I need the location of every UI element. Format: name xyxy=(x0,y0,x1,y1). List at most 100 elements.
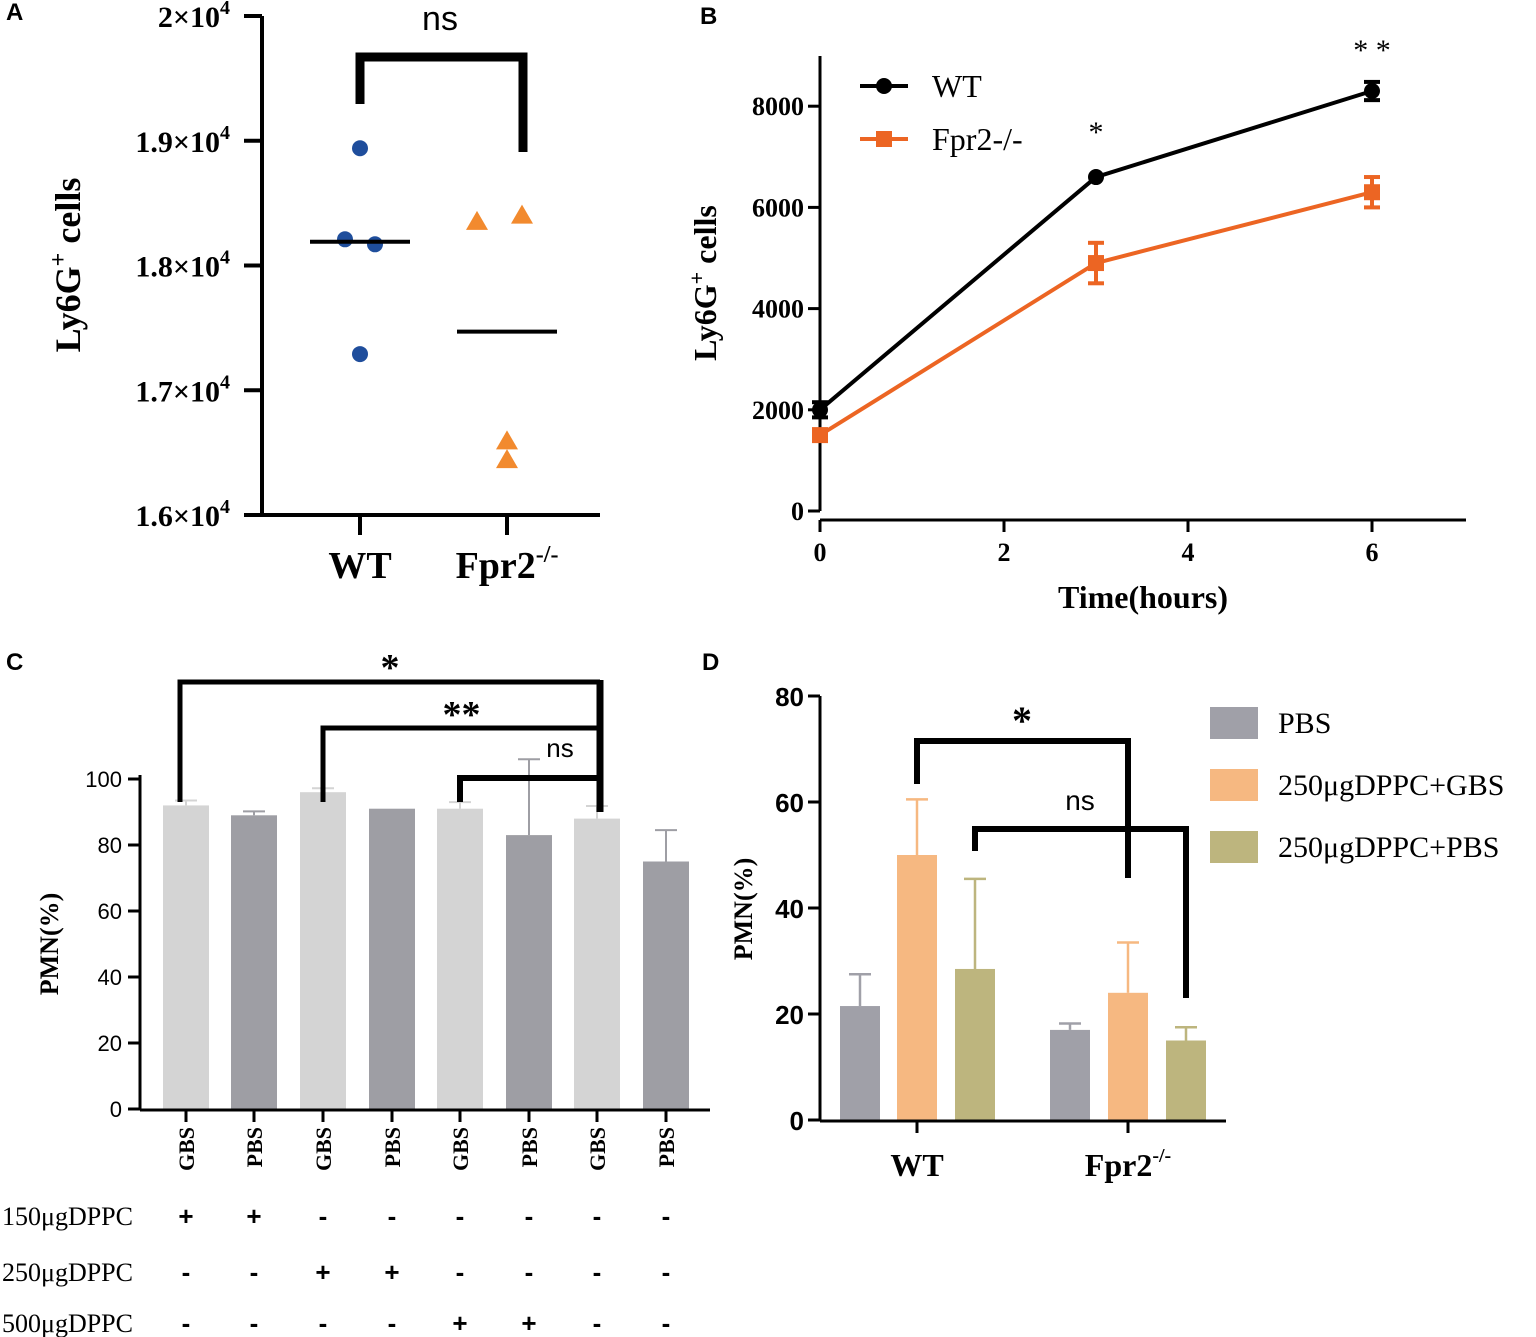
panel-c-xtick-label: PBS xyxy=(242,1127,267,1167)
panel-c-condition-mark: + xyxy=(246,1201,261,1231)
panel-b-point-wt xyxy=(1364,83,1380,100)
panel-a-point-wt xyxy=(367,236,383,253)
panel-b-legend-marker xyxy=(876,78,892,94)
panel-b-legend-marker xyxy=(876,131,892,147)
panel-c-condition-mark: - xyxy=(388,1308,397,1337)
panel-c-bar xyxy=(506,835,552,1109)
panel-c-ytick-label: 100 xyxy=(85,767,122,792)
panel-b-xlabel: Time(hours) xyxy=(1058,579,1228,615)
panel-d-ytick-label: 20 xyxy=(775,1000,804,1030)
panel-b-sig-label: * xyxy=(1089,116,1104,149)
panel-b-legend-label: Fpr2-/- xyxy=(932,121,1023,157)
panel-a-ylabel: Ly6G+ cells xyxy=(46,178,88,353)
panel-b-ytick-label: 4000 xyxy=(752,295,804,324)
panel-a-sig-bracket xyxy=(355,52,528,152)
panel-d-sig-bracket xyxy=(914,738,1131,878)
panel-c-ytick-label: 0 xyxy=(110,1097,122,1122)
panel-c-sig-label: * xyxy=(381,647,400,689)
panel-b-xtick-label: 2 xyxy=(998,538,1011,567)
panel-c-condition-mark: - xyxy=(662,1308,671,1337)
panel-letter-b: B xyxy=(700,3,717,30)
panel-c-condition-mark: - xyxy=(250,1257,259,1287)
panel-c-condition-label: 150μgDPPC xyxy=(2,1202,133,1231)
panel-d-legend-swatch xyxy=(1210,831,1258,863)
panel-a-point-fpr2 xyxy=(466,210,488,230)
panel-c-condition-mark: - xyxy=(182,1257,191,1287)
panel-c-condition-label: 250μgDPPC xyxy=(2,1258,133,1287)
panel-d-xlabel: Fpr2-/- xyxy=(1085,1145,1171,1183)
panel-d-sig-bracket xyxy=(972,826,1189,998)
panel-c-condition-mark: + xyxy=(384,1257,399,1287)
panel-c-xtick-label: PBS xyxy=(517,1127,542,1167)
panel-c-bar xyxy=(300,792,346,1109)
panel-b-chart: Ly6G+ cells Time(hours) 0 2000 4000 6000 800… xyxy=(684,34,1466,615)
panel-c-bar xyxy=(643,861,689,1109)
panel-d-legend-swatch xyxy=(1210,707,1258,739)
panel-c-condition-mark: - xyxy=(525,1257,534,1287)
panel-c-condition-mark: + xyxy=(521,1308,536,1337)
panel-d-ytick-label: 80 xyxy=(775,682,804,712)
panel-c-sig-bracket xyxy=(177,679,600,802)
panel-c-condition-mark: - xyxy=(662,1257,671,1287)
panel-a-sig-ns: ns xyxy=(422,0,458,38)
panel-d-legend-label: PBS xyxy=(1278,707,1331,740)
panel-d-legend-swatch xyxy=(1210,769,1258,801)
panel-d-bar xyxy=(1166,1040,1206,1120)
panel-c-condition-mark: - xyxy=(456,1201,465,1231)
panel-a-point-fpr2 xyxy=(496,449,518,469)
panel-c-ytick-label: 40 xyxy=(98,965,122,990)
panel-b-point-wt xyxy=(1088,169,1104,186)
panel-b-xtick-label: 4 xyxy=(1182,538,1195,567)
panel-c-bar xyxy=(163,805,209,1109)
panel-b-sig-label: * * xyxy=(1353,34,1391,67)
panel-b-ytick-label: 2000 xyxy=(752,396,804,425)
panel-c-condition-mark: - xyxy=(593,1201,602,1231)
panel-d-bar xyxy=(1050,1029,1090,1120)
panel-a-ytick-label: 1.9×104 xyxy=(135,122,230,159)
panel-c-xtick-label: GBS xyxy=(311,1127,336,1171)
panel-c-ytick-label: 60 xyxy=(98,899,122,924)
panel-b-xtick-label: 6 xyxy=(1366,538,1379,567)
panel-c-xtick-label: PBS xyxy=(654,1127,679,1167)
panel-letter-c: C xyxy=(6,649,23,676)
panel-a-xlabel: WT xyxy=(328,545,391,587)
panel-c-condition-mark: + xyxy=(315,1257,330,1287)
panel-c-condition-mark: - xyxy=(662,1201,671,1231)
panel-a-ytick-label: 1.7×104 xyxy=(135,371,230,408)
panel-c-condition-mark: + xyxy=(178,1201,193,1231)
panel-a-point-wt xyxy=(352,140,368,157)
panel-c-condition-mark: - xyxy=(593,1308,602,1337)
panel-d-bar xyxy=(840,1006,880,1120)
panel-a-point-wt xyxy=(337,231,353,248)
panel-c-xtick-label: GBS xyxy=(585,1127,610,1171)
panel-d-sig-label: * xyxy=(1012,698,1032,743)
panel-c-condition-mark: - xyxy=(182,1308,191,1337)
panel-a-point-fpr2 xyxy=(511,204,533,224)
panel-d-xlabel: WT xyxy=(890,1147,943,1183)
panel-c-ylabel: PMN(%) xyxy=(35,893,64,996)
panel-c-chart: PMN(%) 0 20 40 60 80 100 GBS PBS GBS PBS GBS PBS GB… xyxy=(2,647,710,1337)
panel-c-condition-mark: - xyxy=(525,1201,534,1231)
panel-d-ytick-label: 40 xyxy=(775,894,804,924)
panel-a-ytick-label: 1.8×104 xyxy=(135,247,230,284)
panel-c-sig-bracket xyxy=(320,725,600,802)
panel-c-bar xyxy=(437,808,483,1109)
panel-d-sig-label: ns xyxy=(1065,785,1095,816)
panel-c-sig-label: ns xyxy=(546,733,573,763)
panel-letter-a: A xyxy=(6,0,23,26)
panel-b-legend-label: WT xyxy=(932,68,982,104)
panel-d-ytick-label: 60 xyxy=(775,788,804,818)
panel-c-sig-bracket xyxy=(457,775,600,802)
panel-d-bar xyxy=(897,855,937,1120)
panel-c-condition-mark: - xyxy=(250,1308,259,1337)
panel-d-chart: PMN(%) 0 20 40 60 80 WT Fpr2-/- PBS 250μgDPPC+… xyxy=(729,682,1504,1183)
panel-c-bar xyxy=(369,808,415,1109)
panel-a-ytick-label: 1.6×104 xyxy=(135,496,230,533)
panel-a-xlabel: Fpr2-/- xyxy=(456,542,559,587)
panel-d-ytick-label: 0 xyxy=(790,1106,804,1136)
panel-b-point-fpr2 xyxy=(1364,184,1380,201)
panel-c-condition-mark: - xyxy=(593,1257,602,1287)
panel-d-bar xyxy=(1108,992,1148,1120)
panel-d-legend-label: 250μgDPPC+PBS xyxy=(1278,831,1499,864)
